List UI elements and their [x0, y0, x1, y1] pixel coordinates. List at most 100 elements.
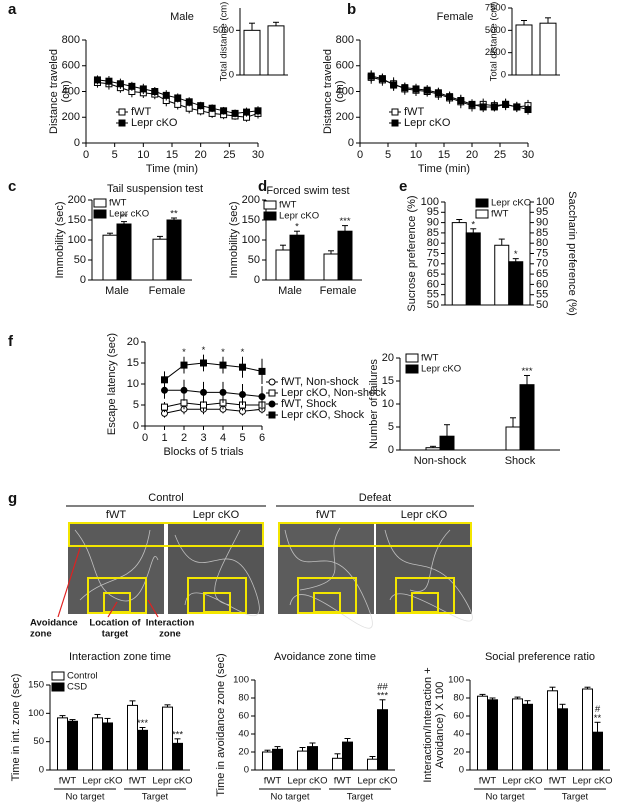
marker — [367, 72, 375, 80]
x-tick-label: 5 — [112, 149, 118, 161]
y-tick-label: 0 — [388, 444, 394, 456]
marker — [105, 77, 113, 85]
bar — [166, 219, 182, 281]
significance: ** — [594, 713, 602, 724]
y-tick-label: 40 — [238, 729, 249, 740]
marker — [391, 108, 399, 116]
bar — [127, 704, 138, 771]
x-axis-label: Time (min) — [146, 163, 198, 175]
x-tick-label: Male — [278, 285, 302, 297]
y-tick-label: 20 — [453, 747, 464, 758]
bar — [512, 698, 523, 771]
y-tick-label: 2500 — [485, 47, 506, 58]
y-axis-label: Avoidance) X 100 — [434, 682, 446, 769]
y-axis-label: Distance traveled — [48, 49, 60, 134]
chart: 0 20 40 60 80 100 Interaction/Interaction + Avo… — [422, 651, 613, 803]
y-tick-label: 15 — [127, 357, 139, 369]
chart-title: Tail suspension test — [107, 183, 203, 195]
legend-swatch — [405, 353, 419, 363]
y-tick-label: 0 — [39, 765, 44, 776]
y-tick-label: 10 — [382, 398, 394, 410]
significance: *** — [339, 216, 350, 227]
x-tick-label: 3 — [200, 432, 206, 444]
legend-label: fWT — [421, 353, 439, 364]
bar — [243, 29, 261, 76]
y-tick-label: 800 — [336, 34, 354, 46]
x-tick-label: 4 — [220, 432, 226, 444]
y-tick-label: 15 — [382, 375, 394, 387]
y2-tick-label: 70 — [536, 258, 548, 270]
y-axis-label: Immobility (sec) — [228, 201, 240, 278]
legend-label: Lepr cKO — [279, 211, 319, 222]
y-tick-label: 0 — [133, 420, 139, 432]
panel-letter: d — [258, 178, 267, 195]
y-tick-label: 600 — [336, 60, 354, 72]
y-tick-label: 65 — [427, 268, 439, 280]
zone-label: target — [102, 629, 129, 640]
y-axis-label: Time in avoidance zone (sec) — [215, 653, 227, 796]
y-tick-label: 600 — [62, 60, 80, 72]
legend-label: Lepr cKO — [109, 209, 149, 220]
marker — [200, 359, 207, 367]
x-axis-label: Blocks of 5 trials — [163, 446, 244, 458]
y-tick-label: 200 — [242, 194, 260, 206]
marker — [524, 106, 532, 114]
y-tick-label: 80 — [427, 237, 439, 249]
y-tick-label: 200 — [336, 111, 354, 123]
y-tick-label: 50 — [248, 254, 260, 266]
series-line — [164, 362, 263, 381]
y-axis-label: Immobility (sec) — [54, 201, 66, 278]
y-axis-label: Total distance (cm) — [489, 2, 500, 82]
significance: # — [595, 704, 601, 715]
significance: * — [295, 222, 299, 233]
column-label: Lepr cKO — [193, 509, 240, 521]
x-tick-label: 25 — [223, 149, 235, 161]
bar — [515, 24, 533, 76]
x-tick-label: fWT — [129, 776, 147, 787]
y-tick-label: 0 — [74, 137, 80, 149]
marker — [219, 388, 227, 396]
significance: * — [202, 345, 206, 356]
group-label: Target — [142, 792, 169, 803]
group-label: No target — [270, 792, 309, 803]
bar — [337, 230, 353, 281]
chart-title: Male — [170, 11, 194, 23]
y-tick-label: 80 — [238, 693, 249, 704]
y-tick-label: 0 — [229, 70, 234, 81]
y-tick-label: 200 — [62, 111, 80, 123]
y-tick-label: 400 — [62, 85, 80, 97]
bar — [522, 703, 533, 771]
bar — [262, 751, 273, 771]
y2-tick-label: 80 — [536, 237, 548, 249]
legend-swatch — [51, 671, 65, 681]
legend-swatch — [263, 211, 277, 221]
bar — [102, 234, 118, 281]
legend-label: fWT — [491, 209, 509, 220]
marker — [479, 103, 487, 111]
x-tick-label: 30 — [522, 149, 534, 161]
y-tick-label: 60 — [238, 711, 249, 722]
y2-tick-label: 75 — [536, 247, 548, 259]
y-axis-label: Sucrose preference (%) — [406, 195, 418, 311]
marker — [93, 76, 101, 84]
y-tick-label: 0 — [80, 274, 86, 286]
marker — [118, 108, 126, 116]
x-tick-label: fWT — [59, 776, 77, 787]
y-tick-label: 100 — [28, 708, 44, 719]
chart: 0 5 10 15 20 Escape latency (sec) 0 1 2 3 4 5 6 Block… — [106, 333, 387, 458]
y-tick-label: 85 — [427, 227, 439, 239]
zone-label: Interaction — [146, 618, 195, 629]
panel-letter: g — [8, 490, 17, 507]
marker — [243, 108, 251, 116]
bar — [465, 232, 481, 306]
marker — [174, 94, 182, 102]
bar — [505, 426, 521, 451]
bar — [92, 717, 103, 771]
panel-letter: a — [8, 1, 17, 18]
significance: ** — [170, 209, 178, 220]
marker — [268, 400, 276, 408]
zone-label: zone — [159, 629, 181, 640]
bar — [57, 717, 68, 771]
